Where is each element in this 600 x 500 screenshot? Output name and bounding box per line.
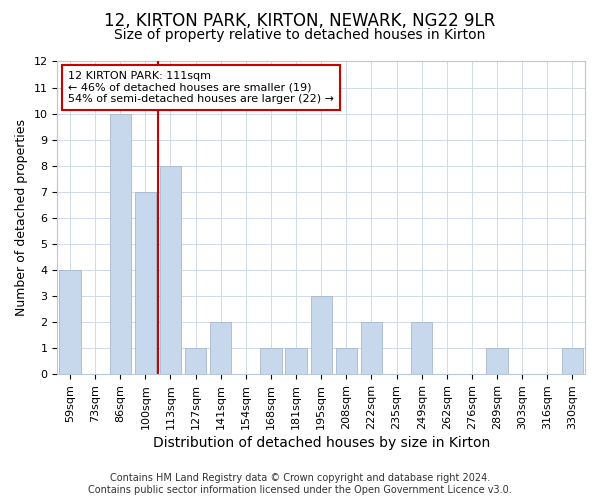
Bar — [160, 166, 181, 374]
Text: 12 KIRTON PARK: 111sqm
← 46% of detached houses are smaller (19)
54% of semi-det: 12 KIRTON PARK: 111sqm ← 46% of detached… — [68, 71, 334, 104]
Bar — [361, 322, 382, 374]
Text: Contains HM Land Registry data © Crown copyright and database right 2024.
Contai: Contains HM Land Registry data © Crown c… — [88, 474, 512, 495]
Bar — [311, 296, 332, 374]
Bar — [487, 348, 508, 374]
Bar — [411, 322, 433, 374]
Y-axis label: Number of detached properties: Number of detached properties — [15, 120, 28, 316]
Bar — [210, 322, 232, 374]
Bar — [134, 192, 156, 374]
Bar — [335, 348, 357, 374]
Bar — [110, 114, 131, 374]
Bar — [562, 348, 583, 374]
Text: 12, KIRTON PARK, KIRTON, NEWARK, NG22 9LR: 12, KIRTON PARK, KIRTON, NEWARK, NG22 9L… — [104, 12, 496, 30]
Bar — [185, 348, 206, 374]
X-axis label: Distribution of detached houses by size in Kirton: Distribution of detached houses by size … — [152, 436, 490, 450]
Bar — [260, 348, 281, 374]
Bar — [286, 348, 307, 374]
Text: Size of property relative to detached houses in Kirton: Size of property relative to detached ho… — [115, 28, 485, 42]
Bar — [59, 270, 80, 374]
